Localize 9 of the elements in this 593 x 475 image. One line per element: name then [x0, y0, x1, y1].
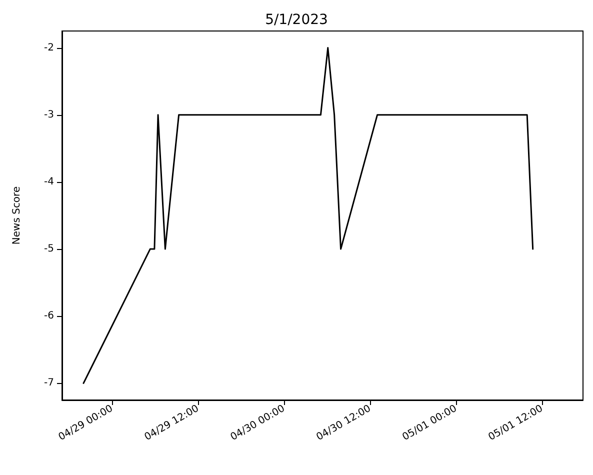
y-tick-label: -7 — [44, 378, 54, 389]
y-tick-label: -5 — [44, 244, 54, 255]
chart-title: 5/1/2023 — [265, 12, 328, 28]
y-tick-label: -6 — [44, 310, 54, 322]
y-axis-title: News Score — [12, 186, 22, 245]
y-tick-label: -4 — [44, 176, 54, 188]
line-series — [82, 47, 534, 384]
y-tick-label: -2 — [44, 42, 54, 54]
y-tick-label: -3 — [44, 109, 54, 120]
